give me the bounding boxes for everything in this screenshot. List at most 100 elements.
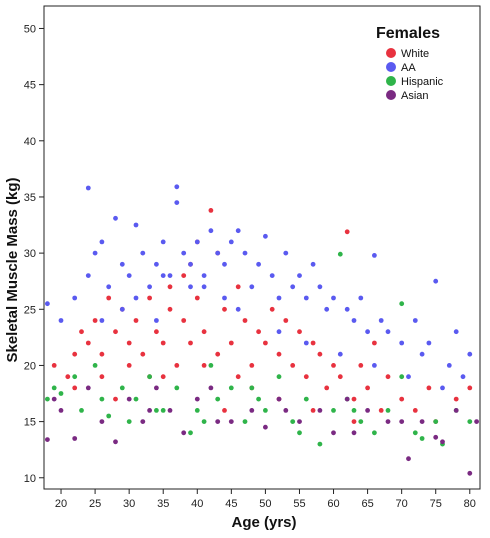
data-point — [51, 363, 57, 368]
data-point — [79, 408, 84, 413]
data-point — [126, 363, 132, 368]
data-point — [351, 318, 357, 323]
data-point — [228, 419, 234, 424]
data-point — [460, 374, 466, 380]
data-point — [167, 408, 173, 413]
data-point — [72, 385, 78, 391]
data-point — [317, 351, 323, 357]
data-point — [433, 278, 439, 284]
data-point — [365, 408, 370, 413]
data-point — [297, 273, 302, 278]
data-point — [399, 374, 405, 380]
data-point — [365, 385, 370, 391]
data-point — [194, 408, 200, 413]
legend-label-white: White — [401, 48, 429, 60]
data-point — [58, 408, 64, 413]
data-point — [126, 340, 132, 346]
data-point — [406, 374, 411, 380]
data-point — [174, 363, 180, 368]
data-point — [331, 430, 336, 436]
data-point — [85, 273, 91, 278]
data-point — [113, 439, 118, 445]
data-point — [249, 385, 255, 391]
data-point — [201, 419, 207, 424]
y-tick-label: 50 — [24, 23, 36, 35]
data-point — [119, 385, 125, 391]
data-point — [58, 318, 64, 323]
data-point — [276, 396, 282, 402]
data-point — [358, 295, 364, 301]
data-point — [269, 306, 275, 312]
series-asian — [45, 385, 479, 476]
data-point — [72, 351, 78, 357]
data-point — [276, 295, 282, 301]
tick-labels: 20 25 30 35 40 45 50 55 60 65 70 75 80 10 15 20 25 30 35 40… — [24, 23, 476, 510]
data-point — [378, 408, 384, 413]
data-point — [331, 295, 336, 301]
data-point — [147, 284, 153, 290]
data-point — [45, 301, 50, 307]
data-point — [378, 318, 384, 323]
data-point — [351, 396, 357, 402]
data-point — [290, 419, 296, 424]
data-point — [263, 340, 268, 346]
x-tick-label: 75 — [430, 498, 442, 510]
y-tick-label: 10 — [24, 473, 36, 485]
data-point — [324, 385, 330, 391]
data-point — [222, 306, 227, 312]
legend-marker-hispanic — [386, 76, 396, 86]
data-point — [310, 261, 316, 267]
data-point — [310, 340, 316, 346]
data-point — [140, 419, 146, 424]
data-point — [85, 385, 91, 391]
data-point — [208, 385, 214, 391]
data-point — [283, 408, 289, 413]
data-point — [276, 329, 282, 335]
data-point — [126, 396, 132, 402]
data-point — [154, 385, 159, 391]
data-point — [160, 408, 166, 413]
data-point — [99, 374, 105, 380]
data-point — [453, 329, 459, 335]
data-point — [208, 208, 214, 213]
data-point — [283, 250, 289, 256]
y-axis-title: Skeletal Muscle Mass (kg) — [4, 177, 21, 362]
data-point — [249, 284, 255, 290]
legend-label-hispanic: Hispanic — [401, 76, 444, 88]
data-point — [256, 261, 261, 267]
data-point — [167, 284, 173, 290]
data-point — [51, 385, 57, 391]
data-point — [412, 408, 418, 413]
data-point — [242, 419, 248, 424]
data-point — [474, 419, 479, 424]
data-point — [263, 424, 268, 430]
data-point — [242, 318, 248, 323]
x-tick-label: 35 — [157, 498, 169, 510]
data-point — [372, 363, 377, 368]
legend-label-aa: AA — [401, 62, 416, 74]
data-point — [99, 239, 105, 245]
data-point — [99, 396, 105, 402]
data-point — [433, 434, 439, 440]
data-point — [317, 408, 323, 413]
data-point — [72, 436, 78, 441]
data-point — [188, 284, 193, 290]
y-tick-label: 40 — [24, 136, 36, 148]
data-point — [433, 419, 439, 424]
data-point — [303, 295, 309, 301]
data-point — [181, 430, 187, 436]
data-point — [99, 318, 105, 323]
data-point — [215, 419, 221, 424]
data-point — [133, 396, 139, 402]
data-point — [228, 340, 234, 346]
legend-title: Females — [376, 25, 440, 42]
data-point — [467, 351, 473, 357]
legend-label-asian: Asian — [401, 90, 429, 102]
data-point — [358, 363, 364, 368]
data-point — [147, 408, 153, 413]
data-point — [440, 439, 445, 445]
data-point — [113, 396, 118, 402]
x-tick-label: 50 — [259, 498, 271, 510]
data-point — [72, 374, 78, 380]
data-point — [337, 374, 343, 380]
